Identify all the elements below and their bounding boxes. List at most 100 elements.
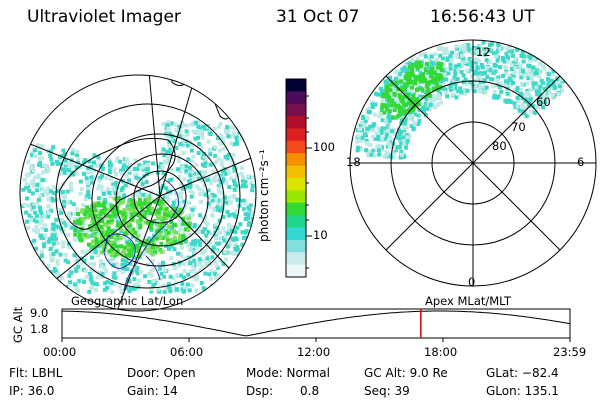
emission-pixel [363,132,367,137]
emission-pixel [110,208,115,213]
scale-tick-10: 10 [313,228,328,242]
emission-pixel [109,220,114,225]
emission-pixel [67,213,71,218]
emission-pixel [423,68,428,73]
emission-pixel [392,92,397,96]
emission-pixel [188,173,193,178]
emission-pixel [61,240,66,245]
emission-pixel [77,278,82,283]
emission-pixel [27,189,32,193]
emission-pixel [26,225,31,230]
emission-pixel [96,222,101,227]
emission-pixel [419,100,424,105]
emission-pixel [543,100,548,105]
emission-pixel [141,201,146,206]
emission-pixel [114,180,119,185]
emission-pixel [148,211,153,216]
image-time: 16:56:43 UT [430,7,535,27]
emission-pixel [432,81,437,86]
emission-pixel [443,90,448,95]
emission-pixel [24,182,29,187]
timeline-ymin: 1.8 [30,322,49,336]
emission-pixel [380,103,385,107]
emission-pixel [383,93,388,98]
emission-pixel [248,214,253,219]
emission-pixel [125,165,130,170]
emission-pixel [215,265,220,270]
timeline-ymax: 9.0 [30,306,49,320]
emission-pixel [62,151,67,156]
emission-pixel [102,265,107,270]
emission-pixel [111,185,116,190]
emission-pixel [480,71,485,76]
emission-pixel [162,274,166,279]
emission-pixel [92,204,97,209]
emission-pixel [474,84,479,89]
emission-pixel [78,238,83,243]
emission-pixel [217,218,222,223]
emission-pixel [128,162,132,167]
emission-pixel [39,155,44,160]
emission-pixel [149,227,154,232]
emission-pixel [370,102,375,107]
emission-pixel [389,129,394,134]
emission-pixel [495,95,500,100]
emission-pixel [118,236,123,240]
emission-pixel [100,228,105,233]
emission-pixel [212,126,217,131]
emission-pixel [99,264,104,269]
emission-pixel [98,175,103,180]
emission-pixel [190,263,195,268]
emission-pixel [223,234,228,239]
emission-pixel [454,44,459,49]
emission-pixel [85,193,90,198]
emission-pixel [406,67,411,72]
emission-pixel [212,259,217,264]
emission-pixel [243,179,248,184]
emission-pixel [240,230,245,235]
emission-pixel [418,60,423,65]
emission-pixel [239,137,244,142]
emission-pixel [248,203,253,208]
emission-pixel [166,246,171,251]
emission-pixel [177,124,182,129]
emission-pixel [174,230,179,235]
emission-pixel [195,184,200,189]
emission-pixel [85,205,90,210]
emission-pixel [223,171,228,176]
emission-pixel [458,86,463,91]
emission-pixel [134,175,139,180]
emission-pixel [184,129,189,134]
emission-pixel [95,233,100,238]
time-tick-1800: 18:00 [424,345,458,359]
emission-pixel [192,171,197,176]
emission-pixel [386,78,391,83]
emission-pixel [102,201,107,206]
emission-pixel [181,231,186,236]
emission-pixel [456,63,461,68]
emission-pixel [202,177,207,182]
emission-pixel [501,73,506,78]
emission-pixel [414,60,419,65]
emission-pixel [482,78,487,83]
emission-pixel [414,64,419,69]
emission-pixel [51,251,56,256]
emission-pixel [389,98,394,103]
emission-pixel [193,239,198,243]
emission-pixel [136,284,141,289]
emission-pixel [219,191,224,195]
emission-pixel [455,46,459,51]
emission-pixel [137,163,142,168]
emission-pixel [367,110,372,115]
emission-pixel [46,214,51,219]
emission-pixel [454,53,459,58]
emission-pixel [193,136,198,141]
emission-pixel [472,50,477,55]
emission-pixel [190,175,195,180]
emission-pixel [178,218,183,222]
emission-pixel [226,128,231,133]
emission-pixel [82,258,87,263]
emission-pixel [168,147,173,152]
emission-pixel [521,59,526,64]
emission-pixel [136,204,141,209]
